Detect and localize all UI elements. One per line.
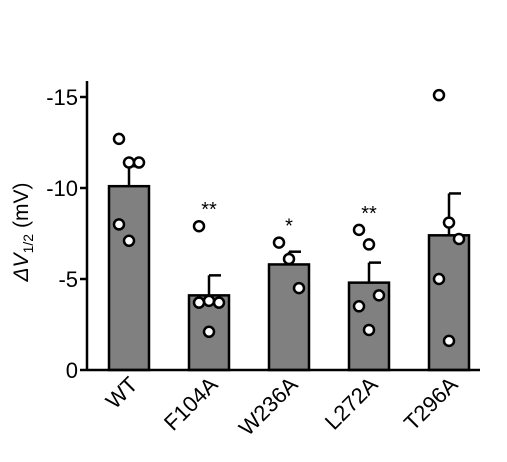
data-point-WT-5 <box>122 234 136 248</box>
bar-WT <box>107 184 151 372</box>
data-point-WT-4 <box>112 218 126 231</box>
y-axis-title-unit: (mV) <box>10 182 33 228</box>
bar-W236A <box>267 263 311 372</box>
y-axis-title-subscript: 1/2 <box>20 234 36 254</box>
data-point-L272A-4 <box>352 300 366 313</box>
x-tick-label-T296A: T296A <box>399 372 463 436</box>
y-axis-title-symbol: ΔV <box>10 251 33 282</box>
significance-W236A: * <box>285 216 293 238</box>
data-point-L272A-1 <box>352 223 366 237</box>
data-point-T296A-3 <box>452 232 466 246</box>
y-axis-title: ΔV1/2 (mV) <box>10 182 36 282</box>
data-point-WT-2 <box>122 156 136 169</box>
y-tick-label--5: -5 <box>58 267 78 292</box>
data-point-WT-1 <box>112 132 126 146</box>
data-point-W236A-1 <box>272 236 286 249</box>
bars-layer <box>107 184 471 372</box>
x-tick-label-WT: WT <box>101 372 143 414</box>
data-point-W236A-3 <box>292 281 306 295</box>
significance-L272A: ** <box>361 203 377 225</box>
data-point-W236A-2 <box>282 252 296 266</box>
significance-F104A: ** <box>201 199 217 221</box>
data-points-layer <box>112 88 466 348</box>
data-point-L272A-2 <box>362 238 376 251</box>
y-tick-label--15: -15 <box>46 85 78 110</box>
y-tick-label--10: -10 <box>46 176 78 201</box>
data-point-F104A-2 <box>202 294 216 308</box>
x-tick-label-L272A: L272A <box>320 372 383 435</box>
data-point-T296A-5 <box>442 334 456 348</box>
y-tick-label-0: 0 <box>66 358 78 383</box>
data-point-T296A-4 <box>432 272 446 286</box>
bar-T296A <box>427 234 471 372</box>
x-tick-label-F104A: F104A <box>159 372 223 436</box>
data-point-F104A-4 <box>192 296 206 309</box>
data-point-F104A-5 <box>202 325 216 339</box>
y-axis: 0 -5 -10 -15 <box>46 81 480 383</box>
data-point-T296A-2 <box>442 216 456 229</box>
data-point-L272A-5 <box>362 323 376 337</box>
data-point-T296A-1 <box>432 88 446 102</box>
data-point-F104A-1 <box>192 219 206 233</box>
data-point-WT-3 <box>132 156 146 169</box>
data-point-L272A-3 <box>372 289 386 302</box>
x-tick-label-W236A: W236A <box>234 372 303 441</box>
data-point-F104A-3 <box>212 296 226 309</box>
